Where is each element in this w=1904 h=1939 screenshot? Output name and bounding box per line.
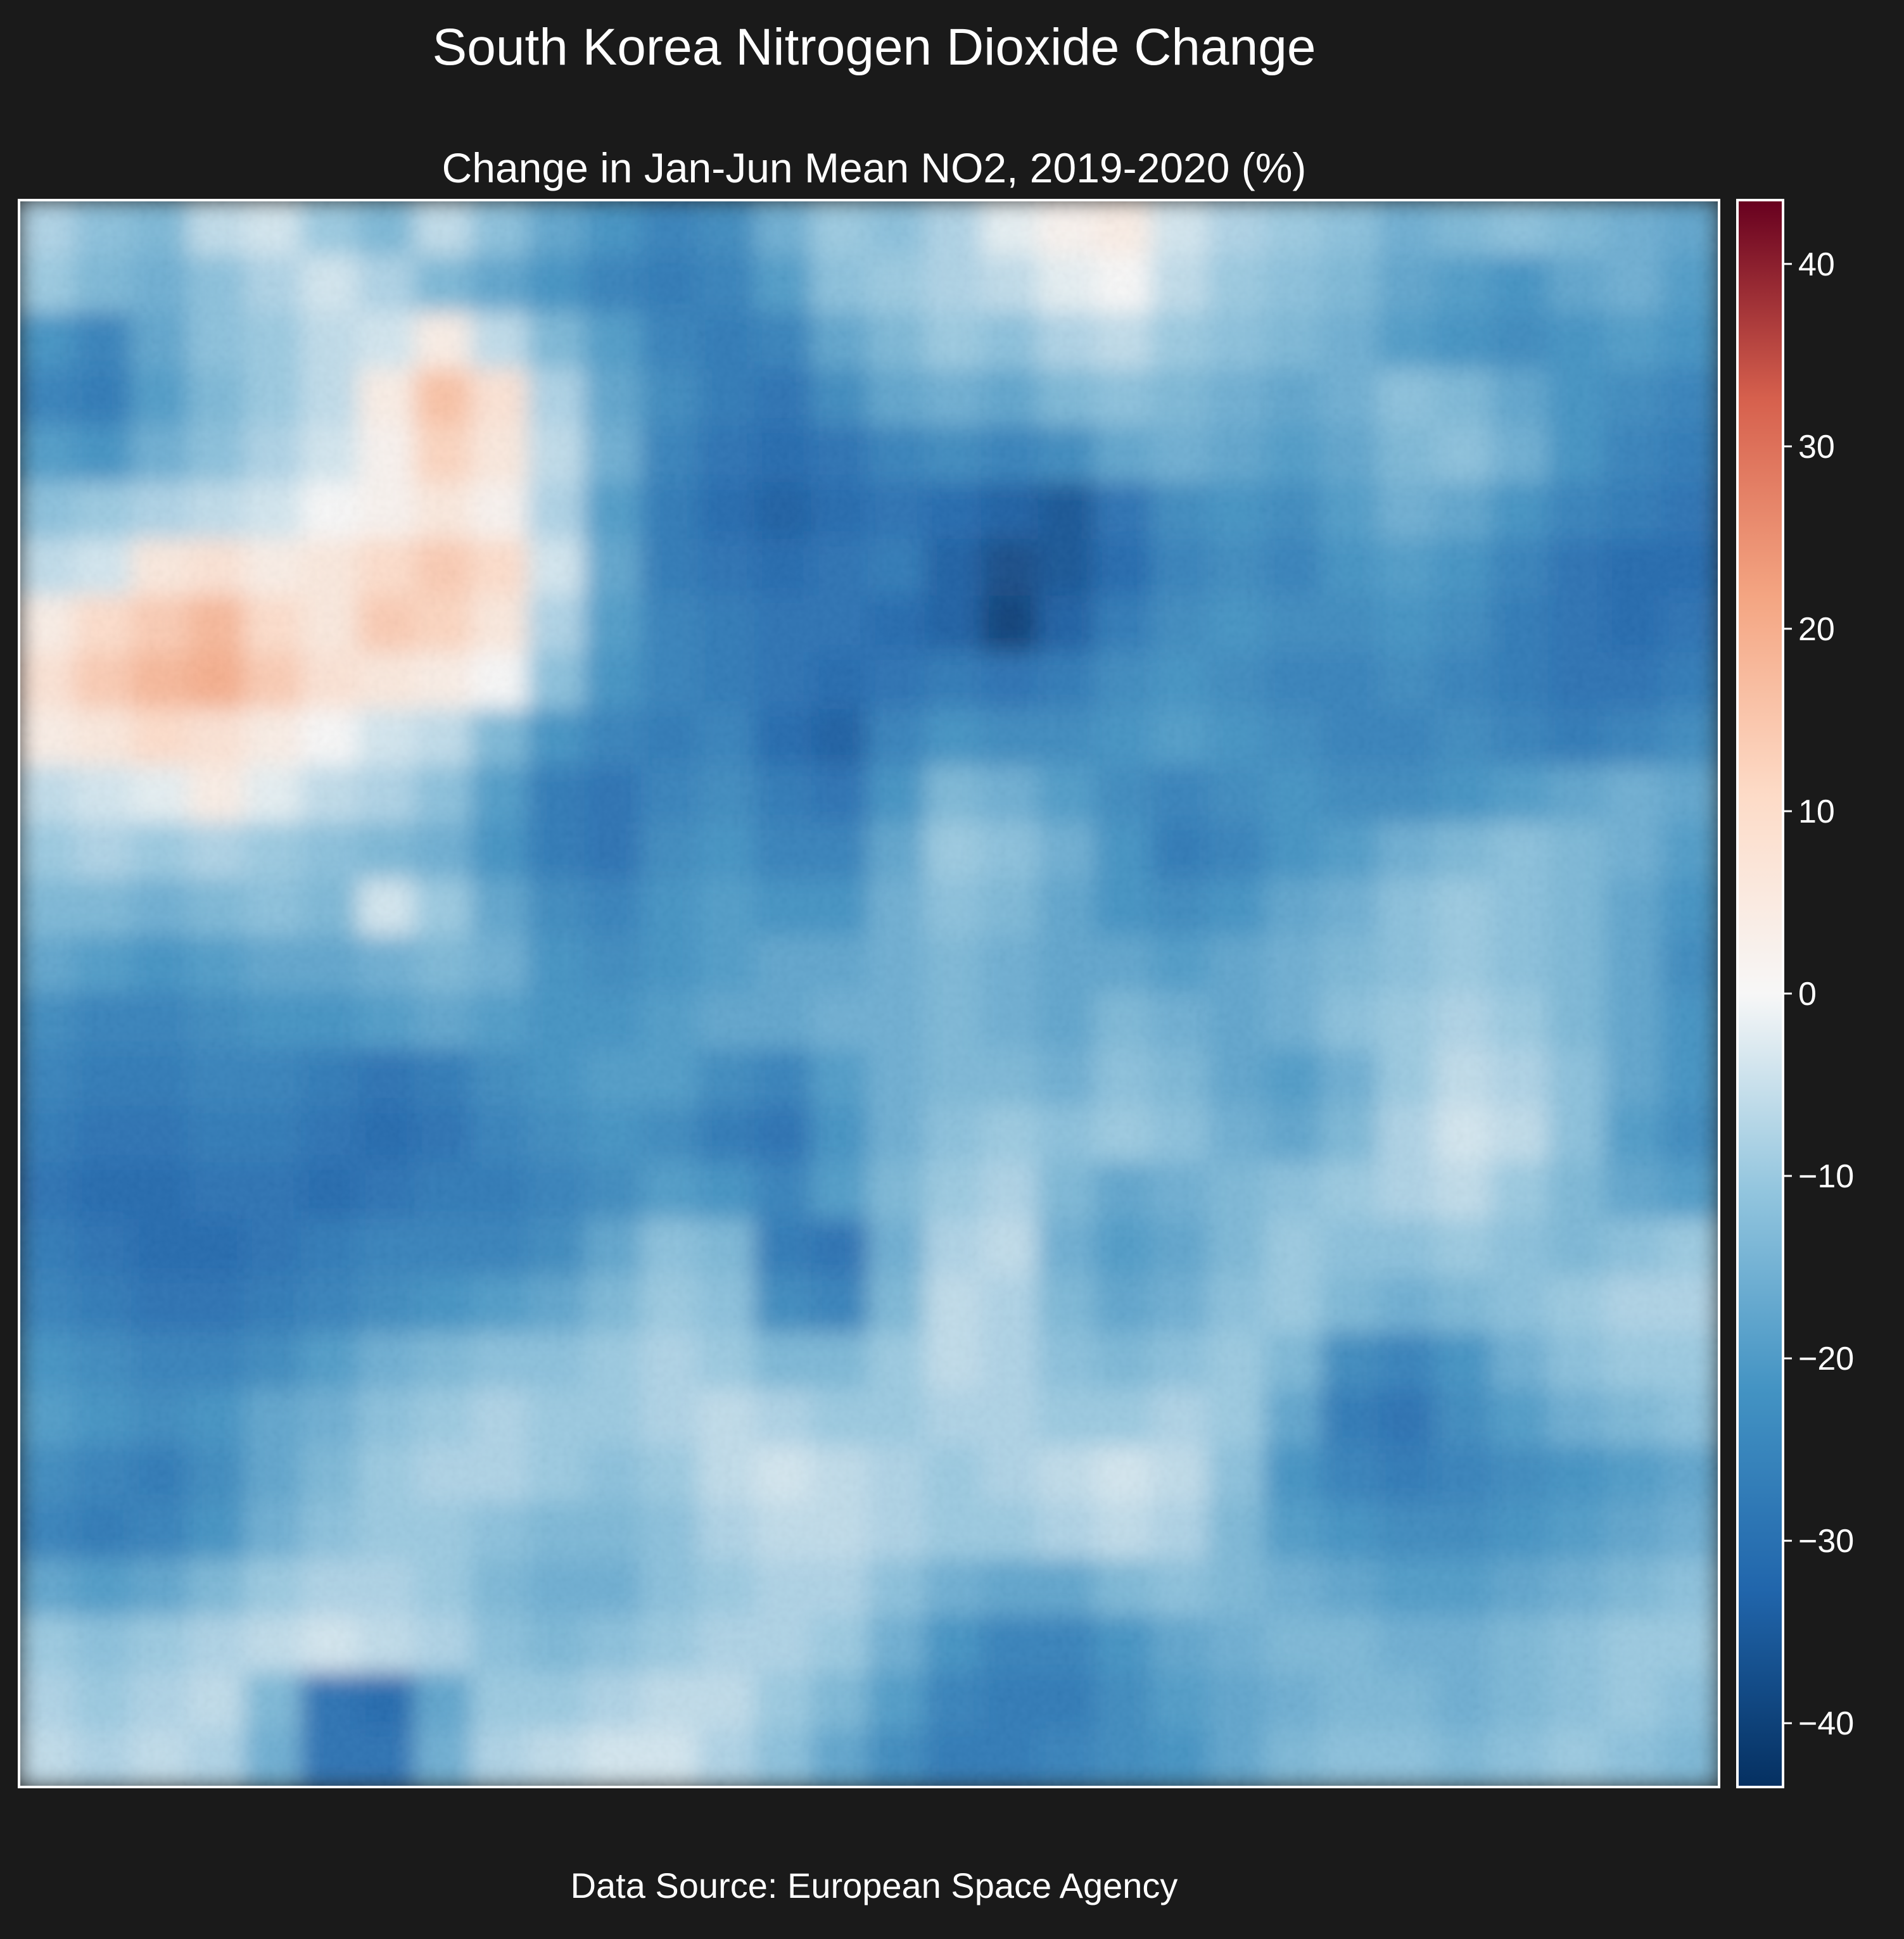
- colorbar-tick-label: −20: [1798, 1341, 1854, 1377]
- heatmap-texture: [19, 200, 1719, 1787]
- colorbar-tick-label: −40: [1798, 1705, 1854, 1742]
- colorbar-ticks: −40 −30 −20 −10 0 10 20 30 40: [1783, 246, 1854, 1742]
- colorbar-tick-label: −30: [1798, 1523, 1854, 1560]
- colorbar-tick-label: 20: [1798, 611, 1835, 648]
- chart-title: Change in Jan-Jun Mean NO2, 2019-2020 (%…: [442, 144, 1307, 191]
- colorbar-tick-label: 30: [1798, 429, 1835, 465]
- colorbar: [1736, 199, 1784, 1788]
- heatmap: [19, 200, 1719, 1787]
- figure-title: South Korea Nitrogen Dioxide Change: [433, 18, 1316, 76]
- colorbar-tick-label: 0: [1798, 976, 1817, 1013]
- colorbar-tick-label: −10: [1798, 1158, 1854, 1195]
- colorbar-tick-label: 10: [1798, 793, 1835, 830]
- heatmap-frame: [18, 199, 1720, 1788]
- colorbar-tick-label: 40: [1798, 246, 1835, 283]
- data-source: Data Source: European Space Agency: [571, 1866, 1178, 1905]
